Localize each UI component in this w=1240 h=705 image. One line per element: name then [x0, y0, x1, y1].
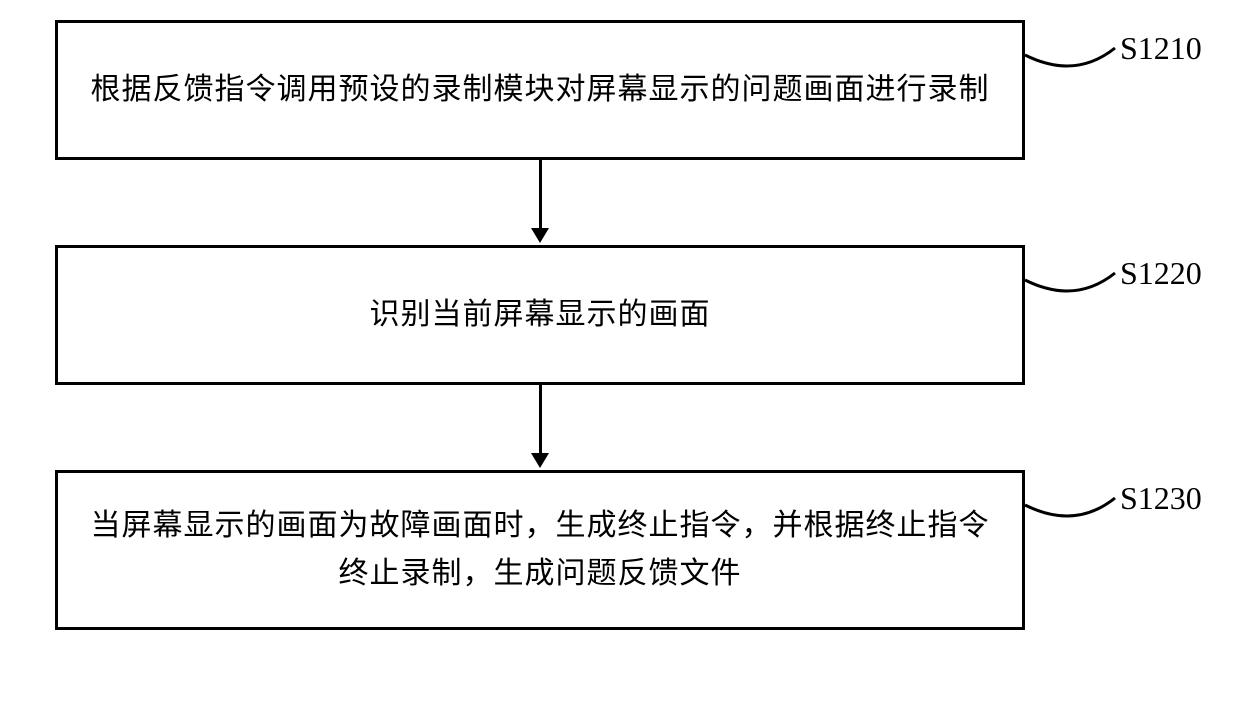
connector-3	[0, 0, 1240, 705]
step-label-3: S1230	[1120, 480, 1202, 517]
flowchart-container: 根据反馈指令调用预设的录制模块对屏幕显示的问题画面进行录制 S1210 识别当前…	[0, 0, 1240, 705]
